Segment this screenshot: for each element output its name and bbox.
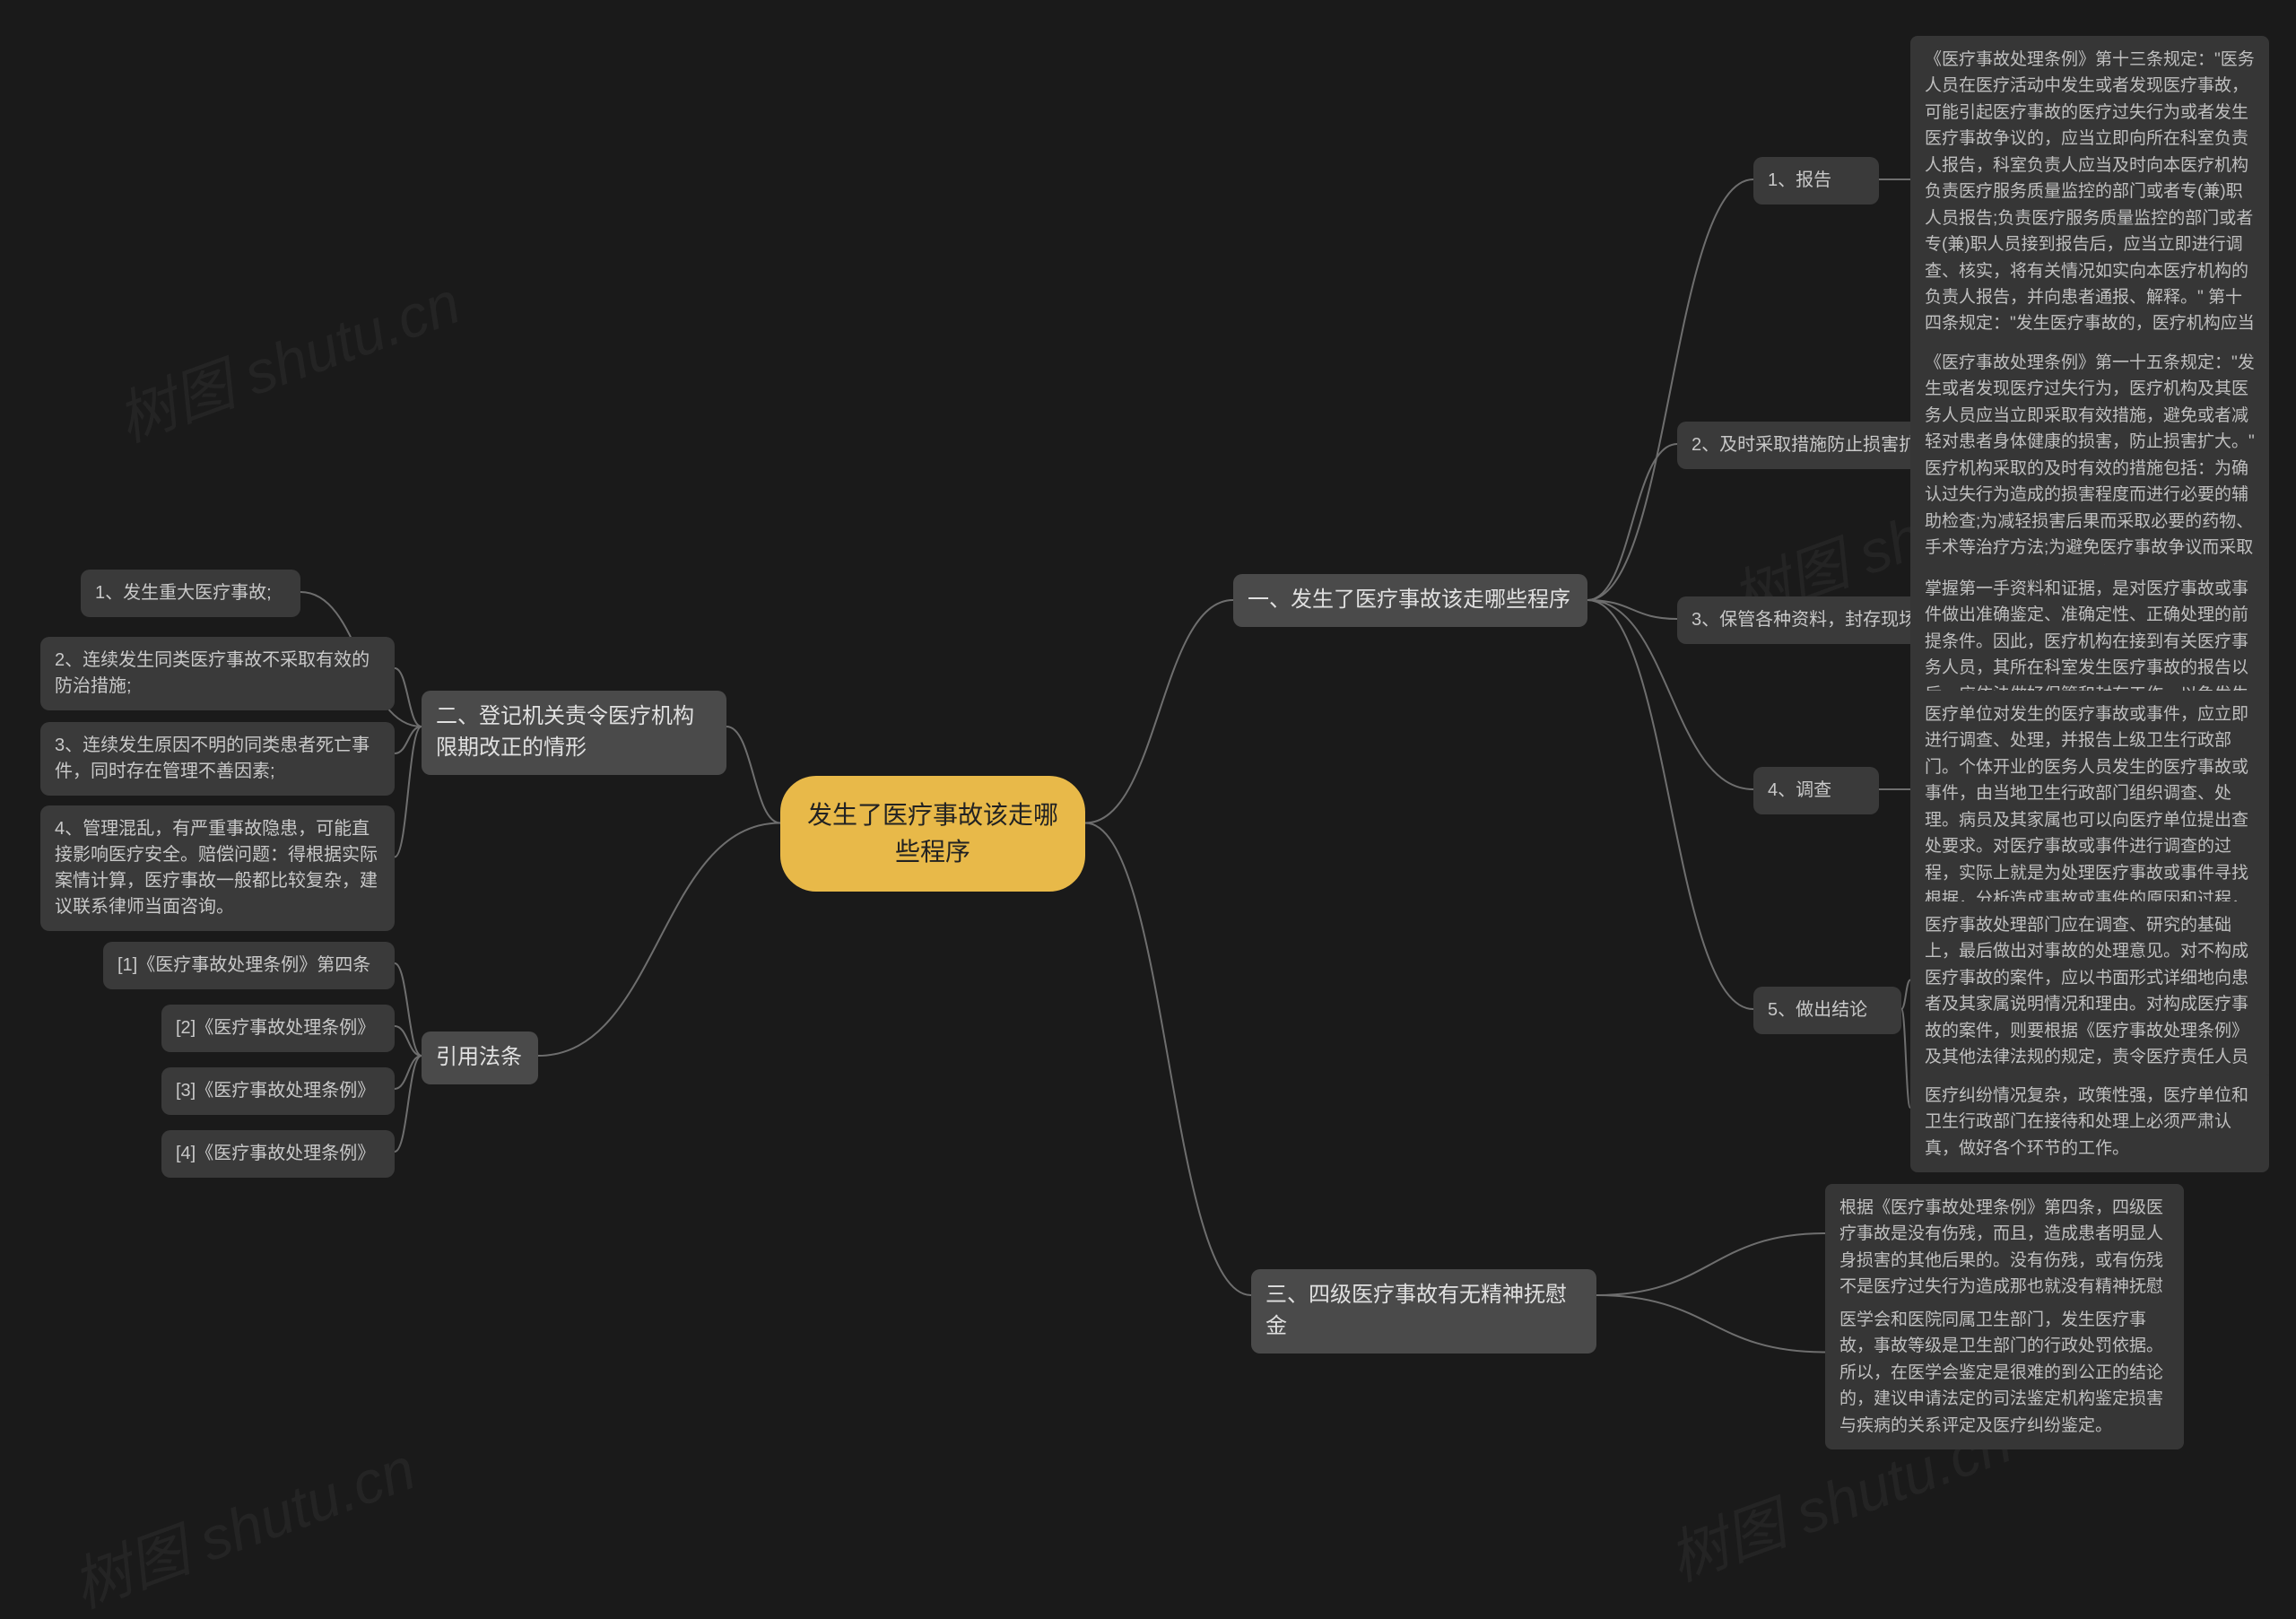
edge: [395, 727, 422, 857]
node-b1_1d[interactable]: 《医疗事故处理条例》第十三条规定："医务人员在医疗活动中发生或者发现医疗事故，可…: [1910, 36, 2269, 374]
edge: [395, 1056, 422, 1152]
edge: [1596, 1233, 1825, 1295]
edge: [395, 727, 422, 753]
edge: [538, 823, 780, 1057]
edge: [1587, 600, 1753, 1009]
edge: [395, 668, 422, 727]
node-b1_5d2[interactable]: 医疗纠纷情况复杂，政策性强，医疗单位和卫生行政部门在接待和处理上必须严肃认真，做…: [1910, 1072, 2269, 1172]
node-b4_3[interactable]: [3]《医疗事故处理条例》: [161, 1067, 395, 1115]
edge: [395, 1026, 422, 1056]
mindmap-canvas: 树图 shutu.cn树图 shutu.cn树图 shutu.cn树图 shut…: [0, 0, 2296, 1619]
node-b4[interactable]: 引用法条: [422, 1031, 538, 1084]
node-b1[interactable]: 一、发生了医疗事故该走哪些程序: [1233, 574, 1587, 627]
node-b2_2[interactable]: 2、连续发生同类医疗事故不采取有效的防治措施;: [40, 637, 395, 710]
edge: [1587, 600, 1677, 619]
edge: [395, 1056, 422, 1089]
edge: [1901, 1009, 1910, 1108]
node-b4_2[interactable]: [2]《医疗事故处理条例》: [161, 1005, 395, 1052]
node-b1_4[interactable]: 4、调查: [1753, 767, 1879, 814]
node-b2_1[interactable]: 1、发生重大医疗事故;: [81, 570, 300, 617]
node-root[interactable]: 发生了医疗事故该走哪些程序: [780, 776, 1085, 892]
node-b2[interactable]: 二、登记机关责令医疗机构限期改正的情形: [422, 691, 726, 775]
node-b4_1[interactable]: [1]《医疗事故处理条例》第四条: [103, 942, 395, 989]
node-b1_1[interactable]: 1、报告: [1753, 157, 1879, 205]
watermark: 树图 shutu.cn: [59, 1422, 426, 1619]
edge: [395, 963, 422, 1056]
node-b3d2[interactable]: 医学会和医院同属卫生部门，发生医疗事故，事故等级是卫生部门的行政处罚依据。所以，…: [1825, 1296, 2184, 1449]
edge: [1901, 980, 1910, 1010]
edge: [1587, 444, 1677, 600]
edge: [726, 727, 780, 823]
edge: [1596, 1295, 1825, 1353]
edge: [1085, 600, 1233, 823]
edge: [1587, 179, 1753, 600]
node-b2_3[interactable]: 3、连续发生原因不明的同类患者死亡事件，同时存在管理不善因素;: [40, 722, 395, 796]
node-b2_4[interactable]: 4、管理混乱，有严重事故隐患，可能直接影响医疗安全。赔偿问题：得根据实际案情计算…: [40, 805, 395, 931]
edge: [1085, 823, 1251, 1296]
node-b1_5[interactable]: 5、做出结论: [1753, 987, 1901, 1034]
node-b3[interactable]: 三、四级医疗事故有无精神抚慰金: [1251, 1269, 1596, 1354]
node-b4_4[interactable]: [4]《医疗事故处理条例》: [161, 1130, 395, 1178]
watermark: 树图 shutu.cn: [104, 256, 471, 459]
